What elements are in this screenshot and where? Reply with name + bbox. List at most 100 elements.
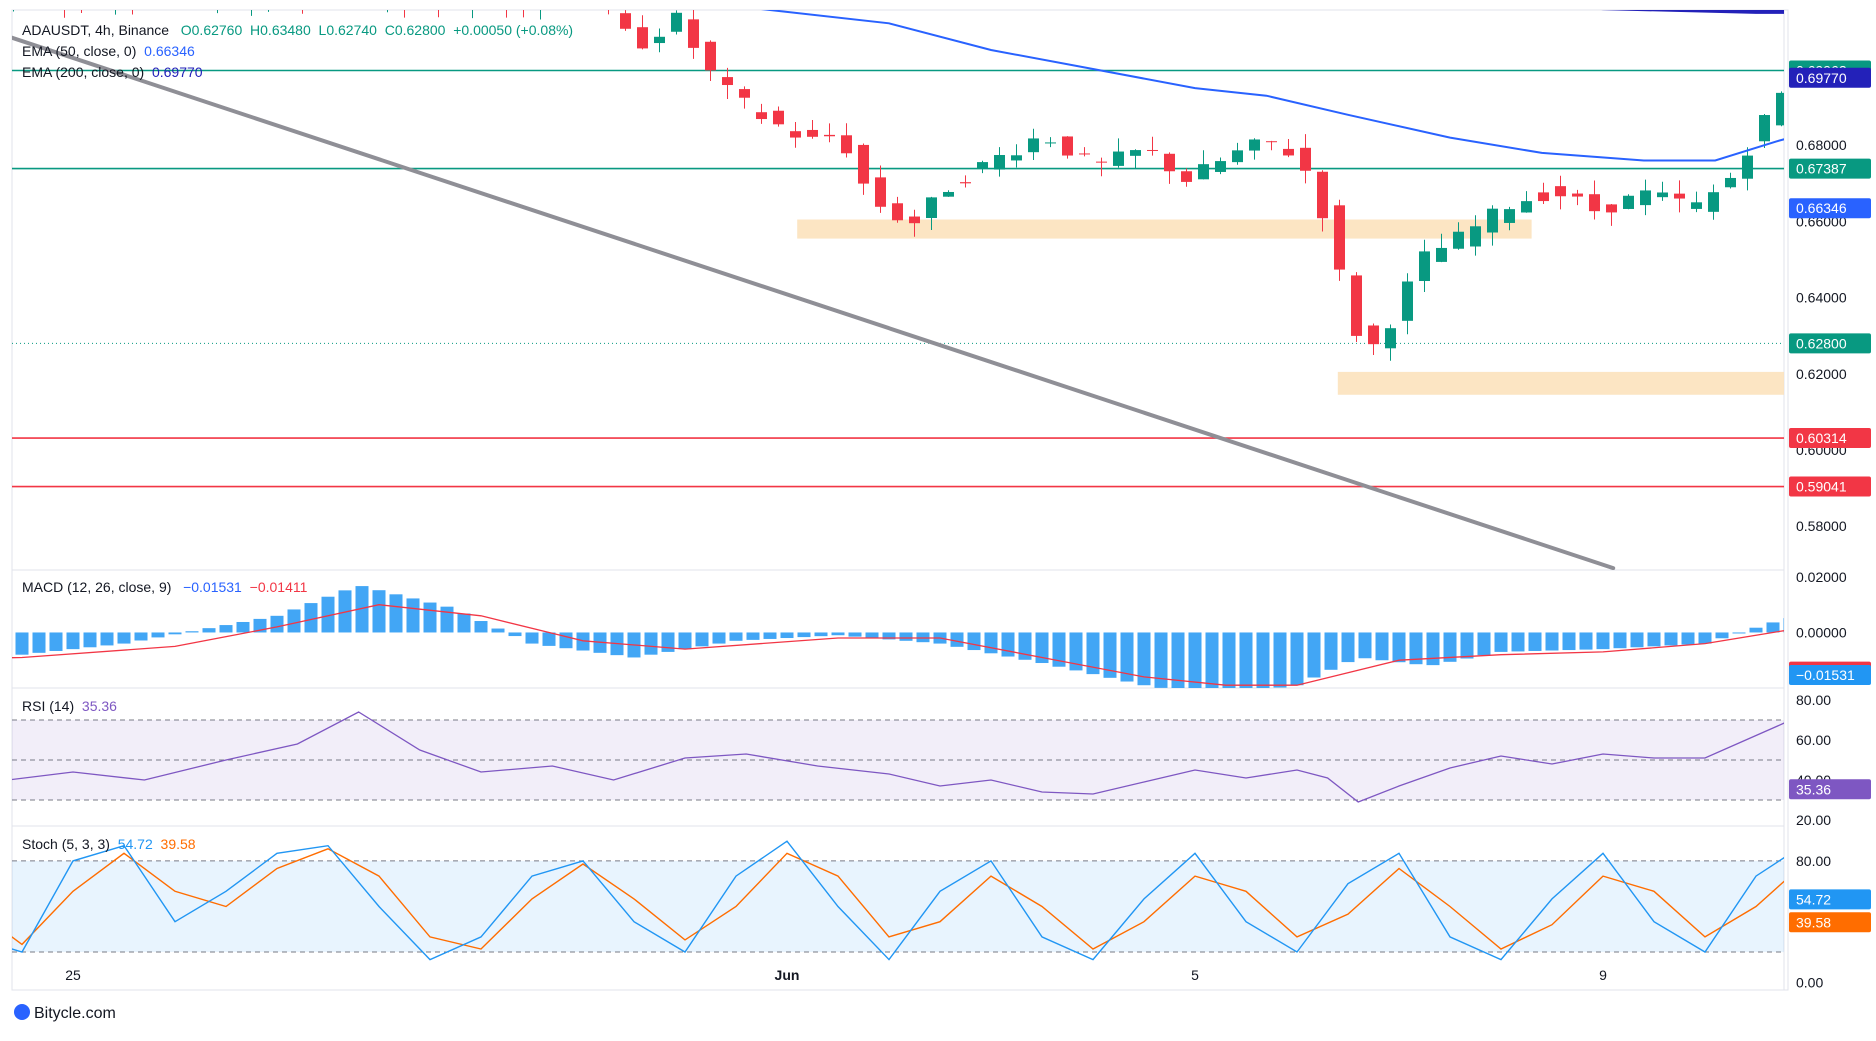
time-axis-tick: Jun — [775, 967, 800, 983]
candle-body — [1674, 194, 1685, 199]
candle — [212, 2, 223, 13]
macd-histogram-bar — [679, 632, 692, 649]
macd-histogram-bar — [1784, 618, 1797, 632]
candle-body — [892, 203, 903, 220]
candle-body — [756, 112, 767, 119]
macd-histogram-bar — [543, 632, 556, 645]
macd-histogram-bar — [1359, 632, 1372, 658]
candle-body — [127, 0, 138, 4]
macd-histogram-bar — [1682, 632, 1695, 644]
candle — [433, 0, 444, 17]
candle — [654, 28, 665, 52]
candle — [620, 10, 631, 31]
macd-histogram-bar — [526, 632, 539, 643]
candle — [1266, 141, 1277, 150]
stoch-k-value: 54.72 — [118, 836, 153, 852]
stoch-d-value: 39.58 — [161, 836, 196, 852]
candle-body — [110, 0, 121, 3]
macd-histogram-bar — [1648, 632, 1661, 646]
candle — [671, 10, 682, 34]
candle-body — [1402, 281, 1413, 320]
price-axis-label: 0.59041 — [1789, 477, 1871, 497]
candle — [1776, 91, 1787, 126]
macd-histogram-bar — [101, 632, 114, 645]
candle — [501, 0, 512, 18]
price-axis-label: 0.67387 — [1789, 159, 1871, 179]
candle-body — [637, 27, 648, 48]
macd-histogram-bar — [33, 632, 46, 652]
macd-histogram-bar — [424, 603, 437, 633]
macd-histogram-bar — [1342, 632, 1355, 662]
candle-body — [76, 0, 87, 8]
candle — [144, 0, 155, 5]
macd-histogram-bar — [968, 632, 981, 650]
macd-histogram-bar — [1546, 632, 1559, 650]
candle-body — [450, 5, 461, 7]
rsi-legend: RSI (14) 35.36 — [22, 696, 117, 717]
candle-body — [1113, 152, 1124, 166]
candle — [1691, 192, 1702, 212]
macd-histogram-bar — [1597, 632, 1610, 649]
macd-histogram-bar — [1733, 632, 1746, 633]
candle — [1215, 157, 1226, 174]
macd-histogram-bar — [220, 625, 233, 632]
macd-histogram-bar — [186, 631, 199, 632]
candle-body — [1062, 136, 1073, 155]
ema200-label: EMA (200, close, 0) — [22, 64, 144, 80]
candle — [1232, 143, 1243, 165]
candle-body — [314, 1, 325, 5]
axis-label-text: 54.72 — [1796, 891, 1831, 907]
candle — [994, 147, 1005, 176]
candle-body — [433, 0, 444, 4]
macd-histogram-bar — [662, 632, 675, 651]
axis-label-text: 0.67387 — [1796, 161, 1847, 177]
time-axis-tick: 25 — [65, 967, 81, 983]
candle-body — [824, 135, 835, 136]
candle — [348, 0, 359, 7]
macd-histogram-bar — [951, 632, 964, 646]
macd-histogram-bar — [730, 632, 743, 640]
candle-body — [875, 177, 886, 206]
macd-histogram-bar — [1376, 632, 1389, 660]
candle — [1181, 168, 1192, 186]
macd-histogram-bar — [764, 632, 777, 638]
macd-histogram-bar — [1614, 632, 1627, 648]
macd-histogram-bar — [1325, 632, 1338, 669]
price-axis-tick: 0.68000 — [1796, 137, 1847, 153]
candle — [1538, 183, 1549, 204]
macd-histogram-bar — [1478, 632, 1491, 655]
candle — [76, 0, 87, 13]
candle — [637, 15, 648, 49]
macd-histogram-bar — [1580, 632, 1593, 649]
candle-body — [858, 145, 869, 184]
macd-histogram-bar — [1427, 632, 1440, 665]
candle-body — [1130, 150, 1141, 156]
macd-histogram-bar — [1274, 632, 1287, 687]
macd-axis-tick: 0.00000 — [1796, 624, 1847, 640]
rsi-label: RSI (14) — [22, 698, 74, 714]
macd-histogram-bar — [118, 632, 131, 643]
candle-body — [0, 0, 2, 8]
candle-body — [1249, 139, 1260, 150]
candle-body — [620, 13, 631, 29]
rsi-pane — [0, 708, 1876, 802]
ema200-value: 0.69770 — [152, 64, 203, 80]
candle — [705, 40, 716, 81]
candle-body — [1164, 154, 1175, 171]
rsi-axis-tick: 60.00 — [1796, 732, 1831, 748]
candle-body — [1368, 325, 1379, 344]
brand-text: Bitycle.com — [34, 1005, 116, 1022]
stoch-pane — [0, 841, 1876, 973]
candle-body — [1572, 194, 1583, 197]
price-axis-tick: 0.58000 — [1796, 518, 1847, 534]
macd-histogram-bar — [458, 613, 471, 632]
candle-body — [1028, 138, 1039, 152]
candle — [297, 0, 308, 14]
macd-histogram-bar — [1767, 622, 1780, 632]
footer-brand[interactable]: Bitycle.com — [14, 1004, 116, 1023]
candle — [1640, 180, 1651, 216]
candle — [756, 104, 767, 124]
macd-histogram-bar — [16, 632, 29, 654]
